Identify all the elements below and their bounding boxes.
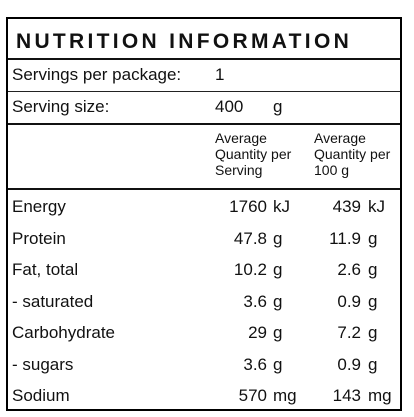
per100-value: 2.6 xyxy=(337,260,361,279)
nutrition-panel xyxy=(6,17,402,411)
header-per-100g-line: Average xyxy=(314,130,366,146)
nutrient-name: - sugars xyxy=(12,355,74,374)
serving-unit: g xyxy=(273,260,283,279)
header-per-100g-line: 100 g xyxy=(314,162,350,178)
serving-unit: g xyxy=(273,323,283,342)
serving-unit: mg xyxy=(273,386,297,405)
panel-title: NUTRITION INFORMATION xyxy=(16,30,353,53)
header-divider xyxy=(8,188,400,190)
serving-value: 29 xyxy=(248,323,267,342)
per100-unit: g xyxy=(368,260,378,279)
header-per-100g-line: Quantity per xyxy=(314,146,391,162)
serving-value: 1760 xyxy=(229,197,267,216)
header-per-serving-line: Average xyxy=(215,130,267,146)
nutrient-name: Energy xyxy=(12,197,66,216)
nutrient-name: Protein xyxy=(12,229,66,248)
servings-label: Servings per package: xyxy=(12,65,182,84)
serving-value: 3.6 xyxy=(243,355,267,374)
per100-value: 7.2 xyxy=(337,323,361,342)
per100-unit: g xyxy=(368,292,378,311)
per100-value: 0.9 xyxy=(337,292,361,311)
serving-size-unit: g xyxy=(273,97,283,116)
per100-value: 0.9 xyxy=(337,355,361,374)
serving-value: 570 xyxy=(238,386,267,405)
serving-size-divider xyxy=(8,123,400,125)
header-per-serving-line: Quantity per xyxy=(215,146,292,162)
serving-value: 47.8 xyxy=(233,229,267,248)
servings-value: 1 xyxy=(215,65,225,84)
per100-unit: g xyxy=(368,323,378,342)
header-per-serving-line: Serving xyxy=(215,162,263,178)
header-per-100g: Average Quantity per 100 g xyxy=(314,130,390,178)
nutrient-name: - saturated xyxy=(12,292,94,311)
title-divider xyxy=(8,58,400,60)
nutrient-name: Carbohydrate xyxy=(12,323,116,342)
per100-unit: g xyxy=(368,355,378,374)
serving-size-label: Serving size: xyxy=(12,97,110,116)
per100-unit: mg xyxy=(368,386,392,405)
header-per-serving: Average Quantity per Serving xyxy=(215,130,291,178)
per100-unit: kJ xyxy=(368,197,385,216)
per100-unit: g xyxy=(368,229,378,248)
per100-value: 143 xyxy=(332,386,361,405)
servings-divider xyxy=(8,91,400,92)
nutrient-name: Sodium xyxy=(12,386,70,405)
per100-value: 439 xyxy=(332,197,361,216)
serving-unit: g xyxy=(273,229,283,248)
serving-unit: kJ xyxy=(273,197,290,216)
nutrient-name: Fat, total xyxy=(12,260,79,279)
serving-value: 3.6 xyxy=(243,292,267,311)
serving-size-value: 400 xyxy=(215,97,244,116)
serving-unit: g xyxy=(273,292,283,311)
serving-unit: g xyxy=(273,355,283,374)
per100-value: 11.9 xyxy=(329,229,361,248)
serving-value: 10.2 xyxy=(233,260,267,279)
